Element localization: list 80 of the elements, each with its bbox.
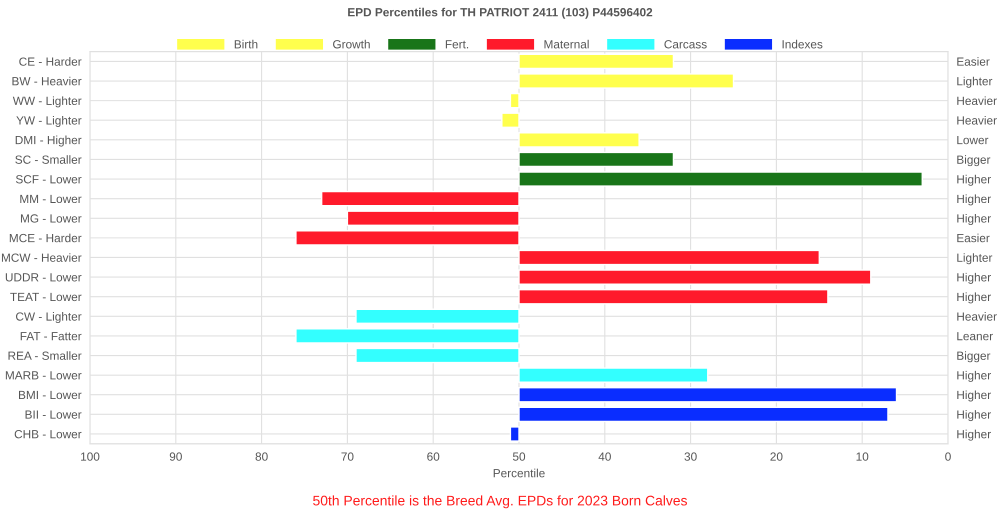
y-tick-label: TEAT - Lower bbox=[10, 292, 82, 302]
bar bbox=[518, 171, 923, 187]
text: 50th Percentile is the Breed Avg. EPDs for 2023 Born Calves bbox=[313, 495, 687, 508]
y-tick-label: YW - Lighter bbox=[16, 116, 82, 127]
y-tick-label: MG - Lower bbox=[20, 214, 82, 223]
bar bbox=[518, 386, 898, 402]
y2-tick-label: Easier bbox=[957, 234, 990, 242]
y-tick-label: UDDR - Lower bbox=[6, 273, 82, 282]
x-tick-label: 0 bbox=[945, 452, 951, 461]
legend-label: Fert. bbox=[446, 40, 468, 48]
legend-label: Birth bbox=[234, 40, 258, 48]
y2-tick-label: Heavier bbox=[957, 116, 997, 125]
y-tick-label: REA - Smaller bbox=[8, 351, 82, 360]
bar bbox=[320, 190, 520, 206]
y2-tick-label: Higher bbox=[957, 194, 991, 206]
bar bbox=[501, 112, 520, 128]
y-tick-label: CHB - Lower bbox=[14, 430, 82, 438]
bar bbox=[518, 269, 872, 285]
bar bbox=[510, 92, 520, 108]
y-tick-label: BMI - Lower bbox=[19, 390, 82, 400]
x-tick-label: 40 bbox=[598, 452, 611, 461]
y2-tick-label: Higher bbox=[957, 410, 991, 422]
y2-tick-label: Higher bbox=[957, 272, 991, 284]
y-tick-label: DMI - Higher bbox=[16, 136, 82, 147]
y-tick-label: MM - Lower bbox=[20, 194, 82, 204]
x-tick-label: 100 bbox=[81, 452, 100, 461]
x-tick-label: 30 bbox=[684, 452, 697, 461]
bar bbox=[518, 54, 674, 70]
y-tick-label: BII - Lower bbox=[26, 410, 82, 419]
y-tick-label: MARB - Lower bbox=[6, 371, 82, 380]
y2-tick-label: Easier bbox=[957, 57, 990, 66]
legend-label: Indexes bbox=[782, 40, 822, 48]
y2-tick-label: Lighter bbox=[957, 76, 992, 88]
y-tick-label: SC - Smaller bbox=[15, 155, 82, 164]
bar bbox=[518, 288, 829, 304]
y2-tick-label: Higher bbox=[957, 292, 991, 304]
y2-tick-label: Bigger bbox=[957, 351, 990, 362]
y-tick-label: SCF - Lower bbox=[16, 175, 82, 184]
y2-tick-label: Higher bbox=[957, 390, 991, 402]
bar bbox=[295, 328, 520, 344]
bar bbox=[518, 152, 674, 168]
x-tick-label: 10 bbox=[856, 452, 868, 461]
bar bbox=[510, 426, 520, 442]
x-tick-label: 60 bbox=[427, 452, 440, 461]
bar bbox=[518, 250, 820, 266]
bar bbox=[518, 73, 734, 89]
y-tick-label: FAT - Fatter bbox=[20, 332, 82, 340]
y2-tick-label: Higher bbox=[957, 174, 991, 186]
bar bbox=[346, 210, 520, 226]
x-tick-label: 20 bbox=[770, 452, 783, 461]
x-tick-label: 50 bbox=[512, 452, 526, 461]
x-tick-label: 70 bbox=[341, 452, 354, 461]
y-tick-label: MCW - Heavier bbox=[2, 253, 82, 262]
bar bbox=[518, 406, 889, 422]
y2-tick-label: Lower bbox=[957, 136, 988, 144]
y-tick-label: CW - Lighter bbox=[16, 312, 82, 324]
legend-label: Carcass bbox=[664, 40, 707, 48]
bar bbox=[518, 367, 708, 383]
y-tick-label: WW - Lighter bbox=[12, 96, 82, 108]
y2-tick-label: Higher bbox=[957, 370, 991, 382]
y2-tick-label: Leaner bbox=[957, 332, 993, 340]
legend-label: Maternal bbox=[544, 40, 589, 48]
bar bbox=[518, 132, 640, 148]
y2-tick-label: Higher bbox=[957, 430, 991, 441]
x-axis-title: Percentile bbox=[494, 468, 545, 478]
bar bbox=[355, 348, 520, 364]
y-tick-label: MCE - Harder bbox=[10, 234, 82, 242]
chart-title: EPD Percentiles for TH PATRIOT 2411 (103) P44596402 bbox=[348, 8, 652, 19]
y-tick-label: CE - Harder bbox=[19, 57, 82, 66]
bar bbox=[295, 230, 520, 246]
y2-tick-label: Heavier bbox=[957, 96, 997, 106]
y2-tick-label: Heavier bbox=[957, 312, 997, 321]
bar bbox=[355, 308, 520, 324]
legend-label: Growth bbox=[333, 40, 370, 48]
y2-tick-label: Bigger bbox=[957, 155, 990, 166]
y-tick-label: BW - Heavier bbox=[12, 76, 82, 86]
y2-tick-label: Lighter bbox=[957, 253, 992, 264]
x-tick-label: 90 bbox=[170, 452, 182, 461]
x-tick-label: 80 bbox=[256, 452, 268, 461]
y2-tick-label: Higher bbox=[957, 214, 991, 225]
